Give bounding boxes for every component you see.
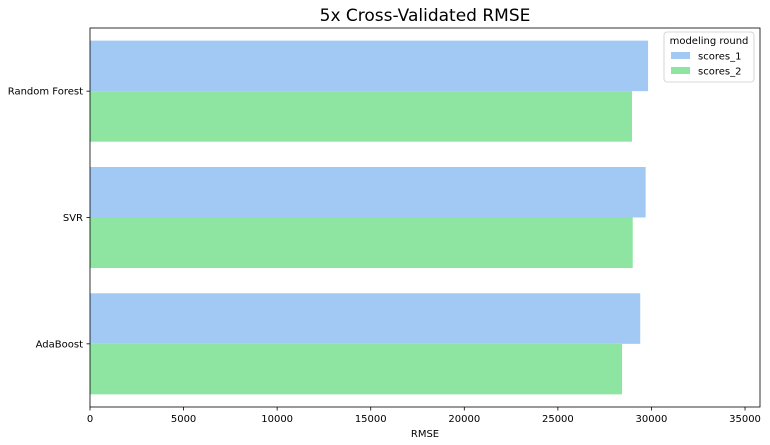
x-tick-label: 0 — [87, 414, 93, 425]
bar-scores_2-adaboost — [90, 343, 623, 395]
x-tick-label: 10000 — [261, 414, 293, 425]
x-axis-ticks: 0 5000 10000 15000 20000 25000 30000 35000 — [87, 407, 761, 425]
y-category-label: Random Forest — [8, 87, 83, 98]
x-tick-label: 20000 — [448, 414, 480, 425]
legend-swatch-scores_2 — [671, 67, 690, 74]
bar-scores_2-random-forest — [90, 91, 632, 142]
x-axis-title: RMSE — [411, 429, 439, 440]
legend: modeling round scores_1 scores_2 — [663, 31, 755, 83]
x-tick-label: 25000 — [542, 414, 574, 425]
legend-swatch-scores_1 — [671, 52, 690, 59]
y-category-label: AdaBoost — [36, 339, 83, 350]
x-tick-label: 35000 — [729, 414, 761, 425]
y-axis-categories: Random Forest SVR AdaBoost — [8, 87, 90, 350]
legend-title: modeling round — [670, 36, 749, 47]
bar-scores_1-svr — [90, 166, 646, 218]
bars-group — [90, 40, 649, 395]
bar-scores_2-svr — [90, 217, 633, 269]
legend-label-scores_2: scores_2 — [698, 67, 741, 78]
x-tick-label: 15000 — [355, 414, 387, 425]
bar-scores_1-random-forest — [90, 40, 649, 92]
x-tick-label: 30000 — [636, 414, 668, 425]
legend-label-scores_1: scores_1 — [698, 52, 741, 63]
x-tick-label: 5000 — [171, 414, 196, 425]
chart-title: 5x Cross-Validated RMSE — [320, 6, 531, 26]
bar-scores_1-adaboost — [90, 293, 641, 344]
y-category-label: SVR — [63, 213, 83, 224]
